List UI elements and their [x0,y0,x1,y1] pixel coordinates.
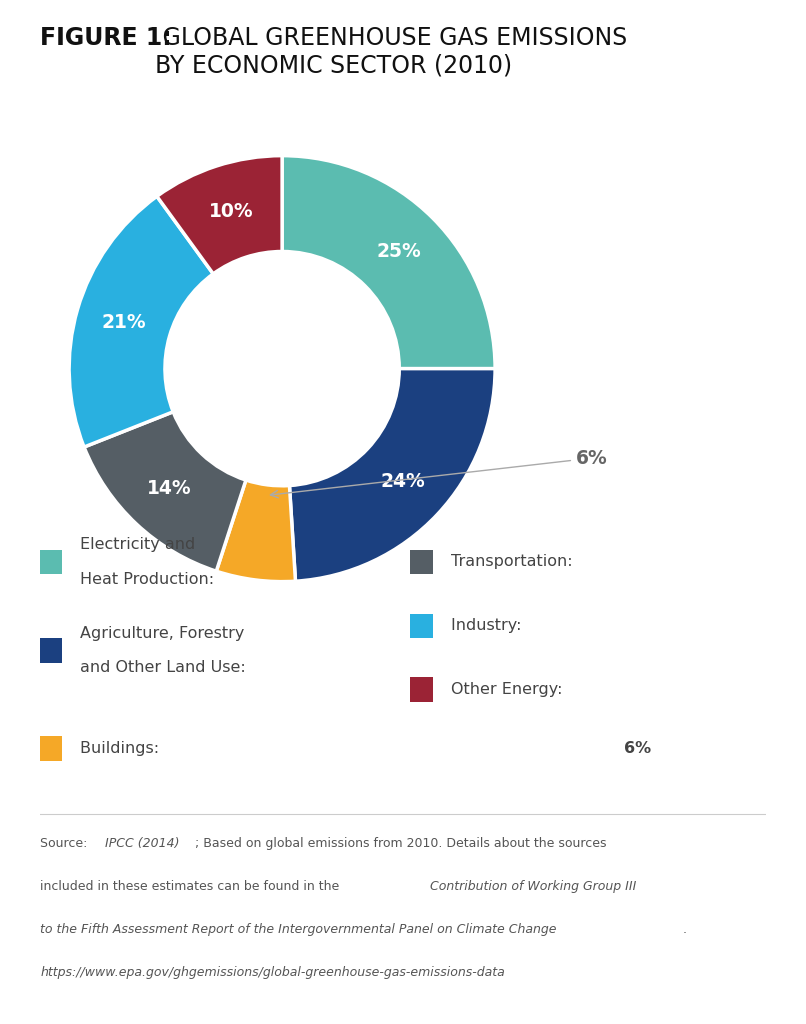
Text: 10%: 10% [209,202,253,221]
Text: IPCC (2014): IPCC (2014) [106,838,180,850]
Text: and Other Land Use:: and Other Land Use: [81,660,251,675]
Wedge shape [157,156,282,273]
Text: 24%: 24% [380,472,425,492]
Bar [410,678,433,702]
Wedge shape [216,480,296,582]
Text: 6%: 6% [270,449,608,498]
Text: to the Fifth Assessment Report of the Intergovernmental Panel on Climate Change: to the Fifth Assessment Report of the In… [40,924,557,936]
Text: FIGURE 1:: FIGURE 1: [40,27,172,50]
Text: .: . [682,924,686,936]
Text: Industry:: Industry: [451,618,527,634]
Wedge shape [84,412,246,571]
Bar [410,550,433,574]
Text: 14%: 14% [147,479,191,499]
Text: Electricity and: Electricity and [81,538,196,552]
Text: 21%: 21% [102,313,146,332]
Wedge shape [69,197,214,447]
Wedge shape [282,156,495,369]
Text: Buildings:: Buildings: [81,741,164,757]
Text: 25%: 25% [376,243,422,261]
Text: included in these estimates can be found in the: included in these estimates can be found… [40,881,343,893]
Text: https://www.epa.gov/ghgemissions/global-greenhouse-gas-emissions-data: https://www.epa.gov/ghgemissions/global-… [40,967,505,979]
Bar [39,550,62,574]
Bar [39,638,62,663]
Wedge shape [289,369,495,582]
Bar [410,613,433,638]
Bar [39,736,62,761]
Text: 6%: 6% [625,741,651,757]
Text: Contribution of Working Group III: Contribution of Working Group III [430,881,637,893]
Text: Source:: Source: [40,838,92,850]
Text: Transportation:: Transportation: [451,554,578,569]
Text: Agriculture, Forestry: Agriculture, Forestry [81,626,245,641]
Text: ; Based on global emissions from 2010. Details about the sources: ; Based on global emissions from 2010. D… [195,838,606,850]
Text: Heat Production:: Heat Production: [81,571,220,587]
Text: Other Energy:: Other Energy: [451,682,567,697]
Text: GLOBAL GREENHOUSE GAS EMISSIONS
BY ECONOMIC SECTOR (2010): GLOBAL GREENHOUSE GAS EMISSIONS BY ECONO… [155,27,627,78]
